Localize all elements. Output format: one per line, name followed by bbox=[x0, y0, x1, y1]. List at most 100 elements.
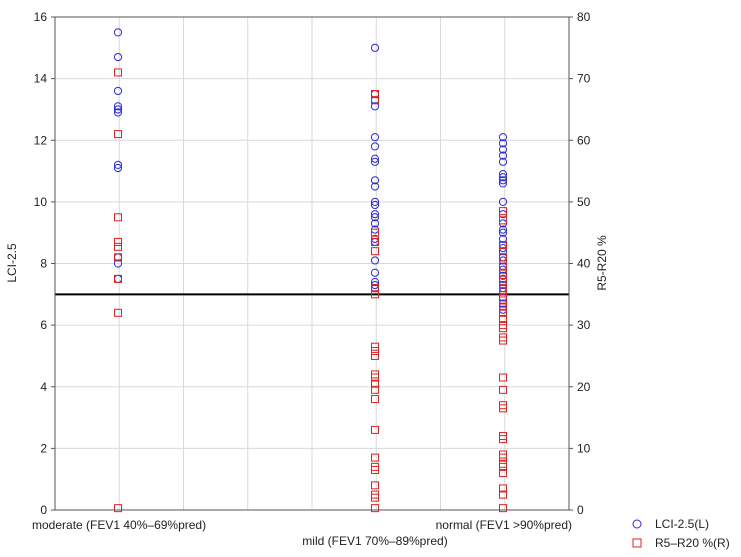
right-tick-label: 20 bbox=[577, 380, 591, 394]
r5r20-point bbox=[499, 277, 507, 286]
lci-point bbox=[113, 102, 123, 111]
legend-marker-lci bbox=[632, 519, 642, 529]
left-tick-label: 2 bbox=[40, 441, 47, 455]
legend-label-lci: LCI-2.5(L) bbox=[655, 517, 709, 531]
r5r20-point bbox=[114, 242, 122, 251]
right-axis-ticks: 0 10 20 30 40 50 60 70 80 bbox=[569, 10, 591, 517]
left-tick-label: 16 bbox=[34, 10, 48, 24]
lci-point bbox=[370, 133, 380, 142]
r5r20-point bbox=[371, 342, 379, 351]
lci-point bbox=[370, 213, 380, 222]
right-tick-label: 50 bbox=[577, 195, 591, 209]
legend-label-r5r20: R5–R20 %(R) bbox=[655, 536, 730, 550]
lci-point bbox=[370, 210, 380, 219]
right-tick-label: 0 bbox=[577, 503, 584, 517]
right-tick-label: 60 bbox=[577, 133, 591, 147]
lci-point bbox=[370, 176, 380, 185]
r5r20-point bbox=[114, 237, 122, 246]
r5r20-point bbox=[371, 504, 379, 513]
lci-point bbox=[113, 105, 123, 114]
x-category-label: moderate (FEV1 40%–69%pred) bbox=[32, 518, 206, 532]
lci-point bbox=[370, 157, 380, 166]
lci-point bbox=[498, 176, 508, 185]
left-axis-ticks: 0 2 4 6 8 10 12 14 16 bbox=[34, 10, 55, 517]
r5r20-point bbox=[371, 247, 379, 256]
lci-point bbox=[498, 145, 508, 154]
lci-point bbox=[370, 154, 380, 163]
lci-point bbox=[370, 219, 380, 228]
r5r20-point bbox=[114, 213, 122, 222]
lci-point bbox=[498, 247, 508, 256]
r5r20-point bbox=[499, 302, 507, 311]
r5r20-point bbox=[371, 453, 379, 462]
lci-point bbox=[113, 163, 123, 173]
lci-point bbox=[498, 139, 508, 148]
lci-point bbox=[370, 142, 380, 151]
r5r20-point bbox=[371, 481, 379, 490]
r5r20-point bbox=[499, 253, 507, 262]
r5r20-point bbox=[114, 130, 122, 139]
lci-point bbox=[498, 133, 508, 142]
r5r20-point bbox=[371, 385, 379, 394]
left-tick-label: 8 bbox=[40, 257, 47, 271]
left-tick-label: 12 bbox=[34, 133, 48, 147]
x-axis-labels: moderate (FEV1 40%–69%pred) mild (FEV1 70… bbox=[32, 518, 572, 548]
r5r20-point bbox=[114, 504, 122, 513]
lci-point bbox=[498, 225, 508, 234]
r5r20-point bbox=[499, 453, 507, 462]
right-tick-label: 30 bbox=[577, 318, 591, 332]
r5r20-point bbox=[371, 465, 379, 474]
right-tick-label: 70 bbox=[577, 72, 591, 86]
r5r20-point bbox=[499, 484, 507, 493]
lci-point bbox=[113, 52, 123, 62]
lci-point bbox=[498, 157, 508, 166]
r5r20-point bbox=[499, 404, 507, 413]
right-tick-label: 40 bbox=[577, 257, 591, 271]
lci-point bbox=[113, 108, 123, 117]
r5r20-point bbox=[499, 504, 507, 513]
lci-point bbox=[498, 173, 508, 182]
r5r20-point bbox=[499, 373, 507, 382]
r5r20-point bbox=[371, 96, 379, 105]
data-points bbox=[113, 28, 508, 513]
lci-point bbox=[370, 182, 380, 191]
lci-point bbox=[370, 200, 380, 210]
left-axis-title: LCI-2.5 bbox=[5, 243, 19, 283]
left-tick-label: 4 bbox=[40, 380, 47, 394]
lci-point bbox=[498, 170, 508, 179]
lci-point bbox=[498, 179, 508, 188]
lci-point bbox=[498, 151, 508, 160]
right-axis-title: R5-R20 % bbox=[595, 235, 609, 291]
r5r20-point bbox=[114, 274, 122, 283]
lci-point bbox=[370, 256, 380, 265]
r5r20-point bbox=[499, 308, 507, 317]
x-category-label: mild (FEV1 70%–89%pred) bbox=[302, 534, 447, 548]
r5r20-point bbox=[114, 308, 122, 317]
r5r20-point bbox=[499, 262, 507, 271]
left-tick-label: 0 bbox=[40, 503, 47, 517]
left-tick-label: 10 bbox=[34, 195, 48, 209]
lci-point bbox=[113, 86, 123, 96]
x-category-label: normal (FEV1 >90%pred) bbox=[436, 518, 572, 532]
r5r20-point bbox=[499, 324, 507, 333]
lci-point bbox=[370, 268, 380, 277]
lci-point bbox=[498, 228, 508, 237]
right-tick-label: 10 bbox=[577, 441, 591, 455]
r5r20-point bbox=[499, 216, 507, 225]
r5r20-point bbox=[371, 395, 379, 404]
r5r20-point bbox=[499, 462, 507, 471]
r5r20-point bbox=[499, 385, 507, 394]
lci-point bbox=[113, 160, 123, 169]
r5r20-point bbox=[499, 241, 507, 250]
r5r20-point bbox=[371, 425, 379, 434]
r5r20-point bbox=[499, 314, 507, 323]
r5r20-point bbox=[371, 493, 379, 502]
lci-point bbox=[370, 43, 380, 52]
lci-point bbox=[113, 259, 123, 268]
r5r20-point bbox=[499, 207, 507, 216]
r5r20-point bbox=[371, 237, 379, 246]
r5r20-point bbox=[371, 347, 379, 356]
r5r20-point bbox=[499, 296, 507, 305]
lci-point bbox=[370, 197, 380, 206]
